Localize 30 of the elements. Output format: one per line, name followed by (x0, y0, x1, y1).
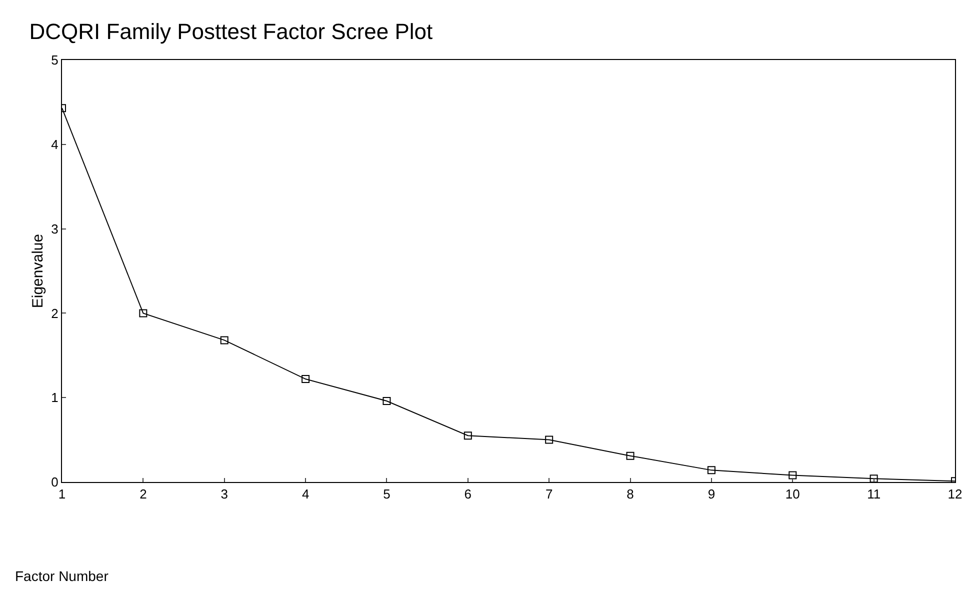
x-tick-label: 3 (220, 486, 228, 502)
x-tick-label: 11 (867, 486, 881, 502)
y-tick-label: 3 (51, 221, 58, 236)
x-tick-label: 10 (785, 486, 800, 502)
chart-title: DCQRI Family Posttest Factor Scree Plot (29, 19, 433, 44)
x-axis-title: Factor Number (15, 568, 109, 584)
x-tick-label: 6 (464, 486, 472, 502)
point (139, 309, 148, 318)
y-tick-label: 5 (51, 52, 58, 68)
x-tick-label: 12 (948, 486, 962, 502)
y-tick-label: 2 (51, 306, 58, 321)
point (382, 396, 391, 405)
point (626, 452, 634, 460)
point (870, 474, 878, 482)
y-tick-label: 0 (51, 474, 58, 490)
x-tick-label: 2 (140, 486, 147, 502)
point (302, 375, 310, 384)
x-tick-label: 4 (302, 486, 310, 502)
x-tick-label: 7 (545, 486, 553, 502)
y-tick-label: 4 (51, 136, 58, 152)
y-tick-label: 1 (51, 390, 58, 406)
point (545, 436, 554, 444)
point (788, 471, 797, 480)
point (464, 432, 472, 440)
x-tick-label: 9 (708, 486, 716, 502)
y-axis-title: Eigenvalue (29, 234, 46, 308)
x-tick-label: 5 (383, 486, 390, 502)
x-tick-label: 8 (626, 486, 634, 502)
point (707, 466, 716, 474)
point (220, 336, 228, 344)
